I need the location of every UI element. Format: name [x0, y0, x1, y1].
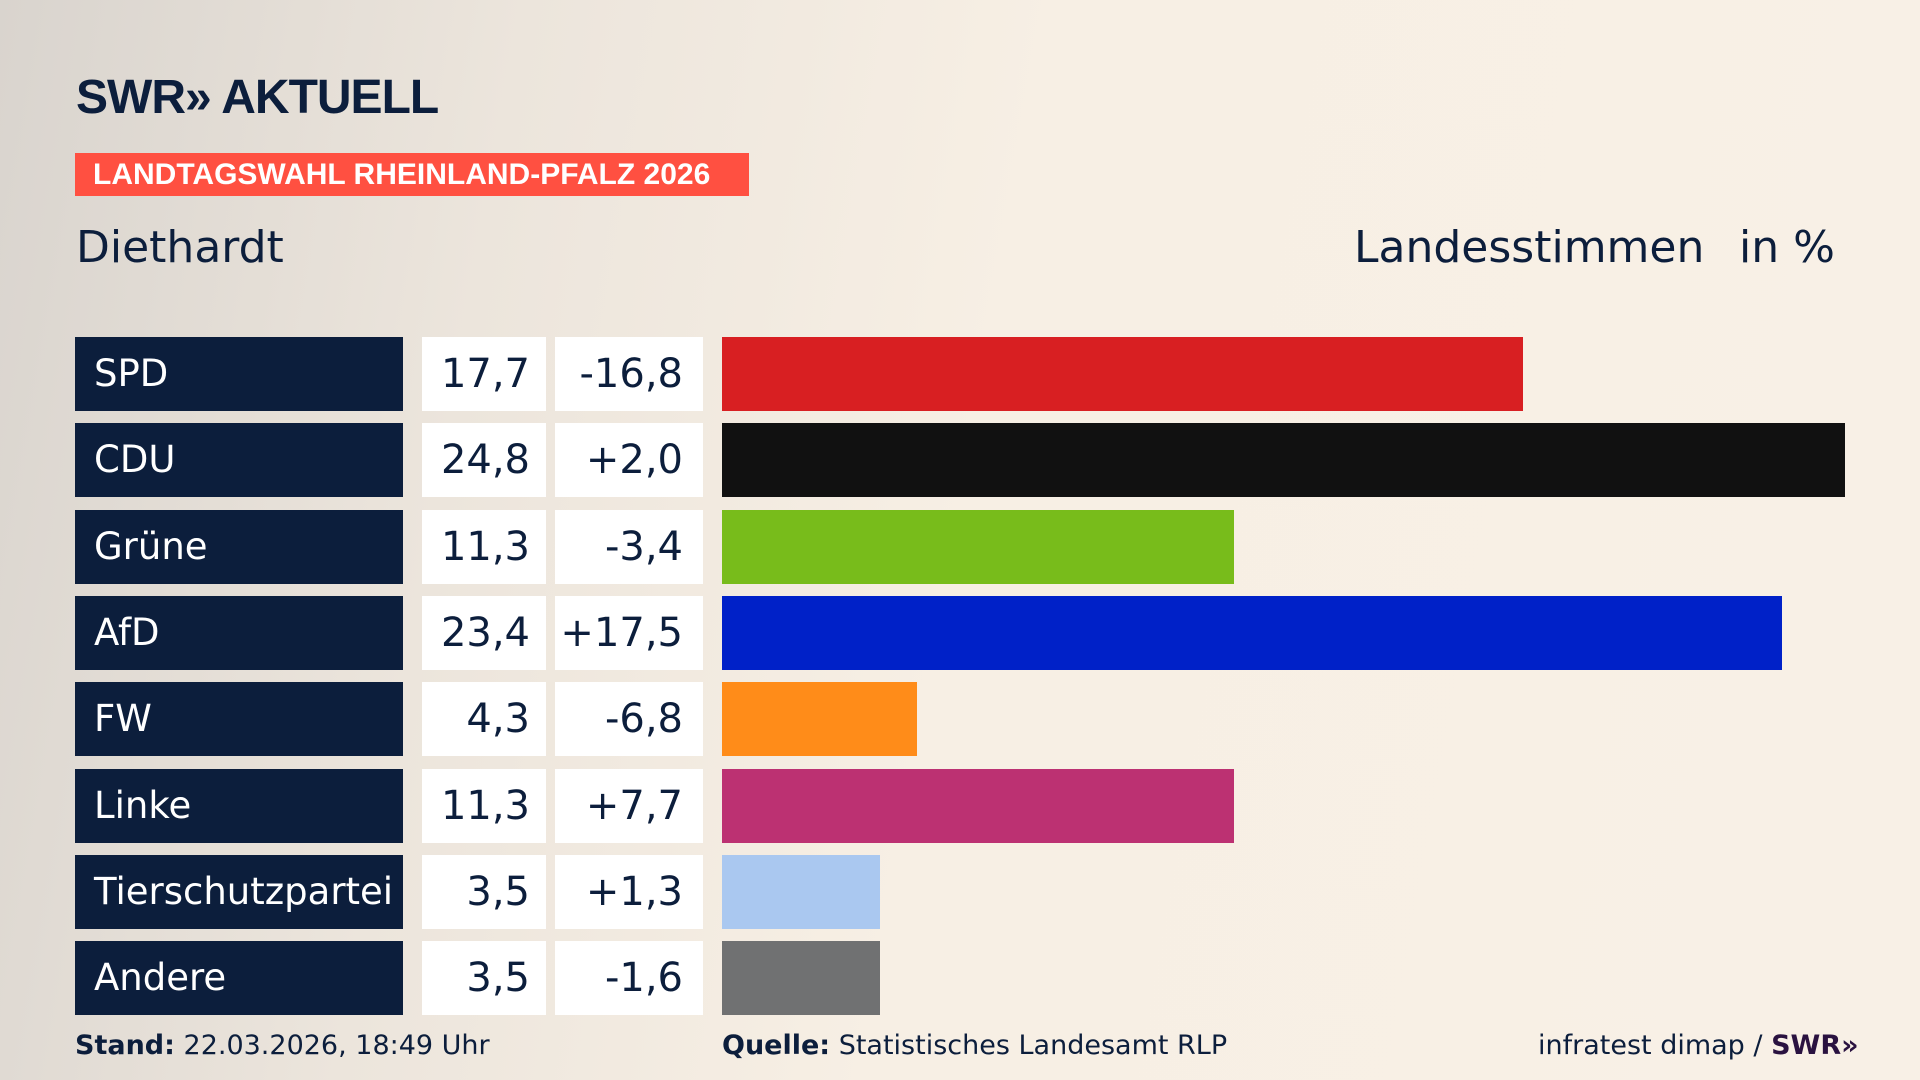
result-row: CDU 24,8 +2,0: [0, 423, 1920, 498]
swr-aktuell-logo: SWR» AKTUELL: [76, 71, 439, 124]
bar-fw: [722, 682, 917, 757]
timestamp: Stand: 22.03.2026, 18:49 Uhr: [75, 1030, 490, 1061]
source-value: Statistisches Landesamt RLP: [838, 1030, 1228, 1061]
party-name: SPD: [75, 337, 403, 411]
party-name: AfD: [75, 595, 403, 670]
vote-share-label: 11,3: [422, 509, 546, 584]
municipality-title: Diethardt: [76, 222, 284, 273]
vote-change-label: -16,8: [555, 337, 703, 411]
bar-spd: [722, 337, 1524, 411]
bar-tierschutzpartei: [722, 854, 881, 929]
result-row: Grüne 11,3 -3,4: [0, 509, 1920, 584]
vote-share-label: 3,5: [422, 854, 546, 929]
result-row: AfD 23,4 +17,5: [0, 595, 1920, 670]
party-name: FW: [75, 682, 403, 757]
vote-share-label: 11,3: [422, 768, 546, 843]
vote-share-label: 24,8: [422, 423, 546, 498]
stand-label: Stand:: [75, 1030, 175, 1061]
stand-value: 22.03.2026, 18:49 Uhr: [183, 1030, 490, 1061]
party-name: CDU: [75, 423, 403, 498]
vote-share-label: 17,7: [422, 337, 546, 411]
vote-change-label: +7,7: [555, 768, 703, 843]
result-row: FW 4,3 -6,8: [0, 682, 1920, 757]
result-row: Tierschutzpartei 3,5 +1,3: [0, 854, 1920, 929]
result-row: Andere 3,5 -1,6: [0, 941, 1920, 1016]
result-row: Linke 11,3 +7,7: [0, 768, 1920, 843]
vote-change-label: -3,4: [555, 509, 703, 584]
bar-andere: [722, 941, 881, 1016]
vote-change-label: +2,0: [555, 423, 703, 498]
bar-cdu: [722, 423, 1845, 498]
vote-change-label: -6,8: [555, 682, 703, 757]
vote-share-label: 23,4: [422, 595, 546, 670]
election-banner: LANDTAGSWAHL RHEINLAND-PFALZ 2026: [75, 153, 749, 196]
source-label: Quelle:: [722, 1030, 831, 1061]
bar-linke: [722, 768, 1234, 843]
bar-afd: [722, 595, 1782, 670]
unit-label: in %: [1739, 222, 1835, 273]
votes-type-label: Landesstimmen: [1354, 222, 1705, 273]
result-row: SPD 17,7 -16,8: [0, 337, 1920, 411]
vote-change-label: -1,6: [555, 941, 703, 1016]
party-name: Tierschutzpartei: [75, 854, 403, 929]
bar-grüne: [722, 509, 1234, 584]
credit-text: infratest dimap /: [1538, 1030, 1772, 1061]
party-name: Andere: [75, 941, 403, 1016]
vote-change-label: +1,3: [555, 854, 703, 929]
party-name: Linke: [75, 768, 403, 843]
vote-share-label: 3,5: [422, 941, 546, 1016]
source: Quelle: Statistisches Landesamt RLP: [722, 1030, 1227, 1061]
credit: infratest dimap / SWR»: [1538, 1030, 1859, 1061]
swr-logo-small: SWR»: [1771, 1030, 1859, 1061]
vote-change-label: +17,5: [555, 595, 703, 670]
party-name: Grüne: [75, 509, 403, 584]
vote-share-label: 4,3: [422, 682, 546, 757]
